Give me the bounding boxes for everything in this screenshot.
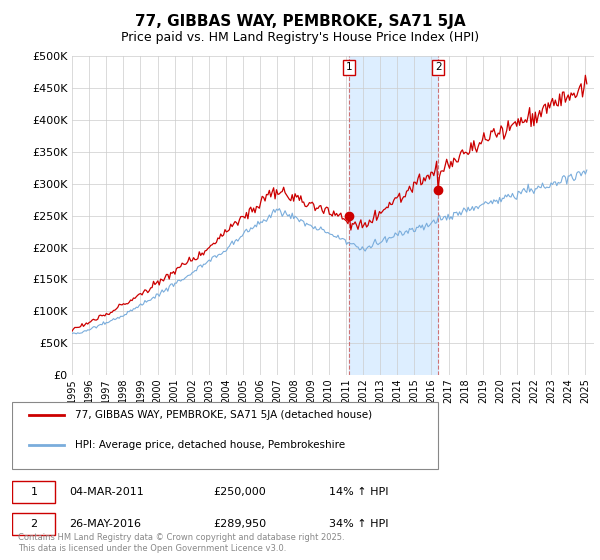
Bar xyxy=(349,56,438,375)
Text: £250,000: £250,000 xyxy=(214,487,266,497)
Text: 1: 1 xyxy=(346,63,352,72)
Text: Price paid vs. HM Land Registry's House Price Index (HPI): Price paid vs. HM Land Registry's House … xyxy=(121,31,479,44)
FancyBboxPatch shape xyxy=(12,402,438,469)
Text: 77, GIBBAS WAY, PEMBROKE, SA71 5JA (detached house): 77, GIBBAS WAY, PEMBROKE, SA71 5JA (deta… xyxy=(76,410,373,420)
Text: 14% ↑ HPI: 14% ↑ HPI xyxy=(329,487,388,497)
Text: 04-MAR-2011: 04-MAR-2011 xyxy=(70,487,145,497)
FancyBboxPatch shape xyxy=(12,513,55,535)
Text: 77, GIBBAS WAY, PEMBROKE, SA71 5JA: 77, GIBBAS WAY, PEMBROKE, SA71 5JA xyxy=(134,14,466,29)
Text: Contains HM Land Registry data © Crown copyright and database right 2025.
This d: Contains HM Land Registry data © Crown c… xyxy=(18,533,344,553)
Text: HPI: Average price, detached house, Pembrokeshire: HPI: Average price, detached house, Pemb… xyxy=(76,440,346,450)
Text: £289,950: £289,950 xyxy=(214,519,267,529)
FancyBboxPatch shape xyxy=(12,482,55,503)
Text: 2: 2 xyxy=(435,63,442,72)
Text: 1: 1 xyxy=(31,487,37,497)
Text: 34% ↑ HPI: 34% ↑ HPI xyxy=(329,519,388,529)
Text: 2: 2 xyxy=(31,519,37,529)
Text: 26-MAY-2016: 26-MAY-2016 xyxy=(70,519,142,529)
